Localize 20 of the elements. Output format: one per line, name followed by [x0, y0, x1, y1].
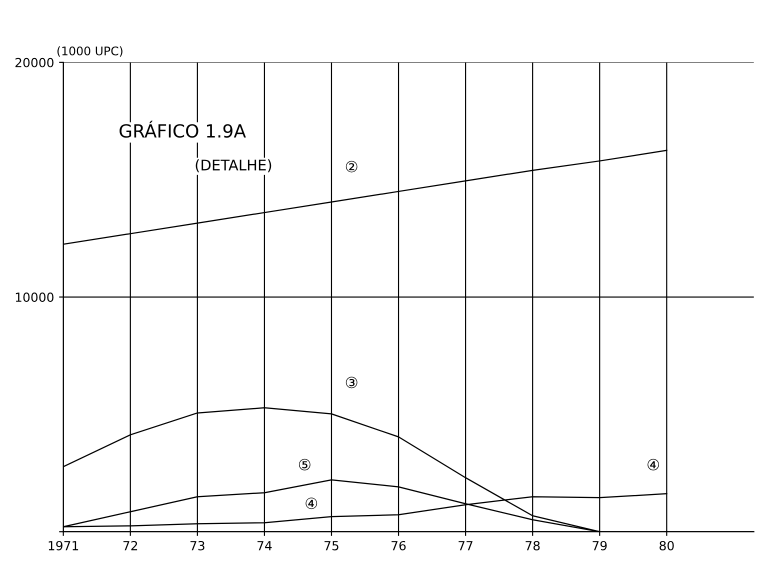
annotation: ⑤: [298, 458, 310, 470]
text: (DETALHE): [196, 159, 272, 172]
y-tick-label: 20000: [15, 58, 54, 68]
annotation: ②: [346, 160, 358, 172]
y-axis-title: (1000 UPC): [57, 46, 122, 57]
x-tick-label: 73: [190, 540, 204, 550]
annotation: ③: [346, 376, 358, 388]
x-tick-label: 74: [258, 541, 272, 550]
x-tick-label: 77: [458, 541, 472, 550]
x-tick-label: 76: [392, 540, 406, 550]
x-tick-label: 79: [592, 540, 607, 550]
x-tick-label: 1971: [48, 540, 78, 550]
x-tick-label: 80: [660, 540, 674, 550]
y-tick-label: 10000: [16, 292, 54, 302]
x-tick-label: 78: [526, 540, 540, 550]
x-tick-label: 72: [123, 540, 138, 550]
annotation: ④: [306, 498, 318, 510]
annotation: ④: [648, 458, 659, 470]
text: GRÁFICO 1.9A: [120, 120, 246, 138]
x-tick-label: 75: [324, 541, 338, 550]
